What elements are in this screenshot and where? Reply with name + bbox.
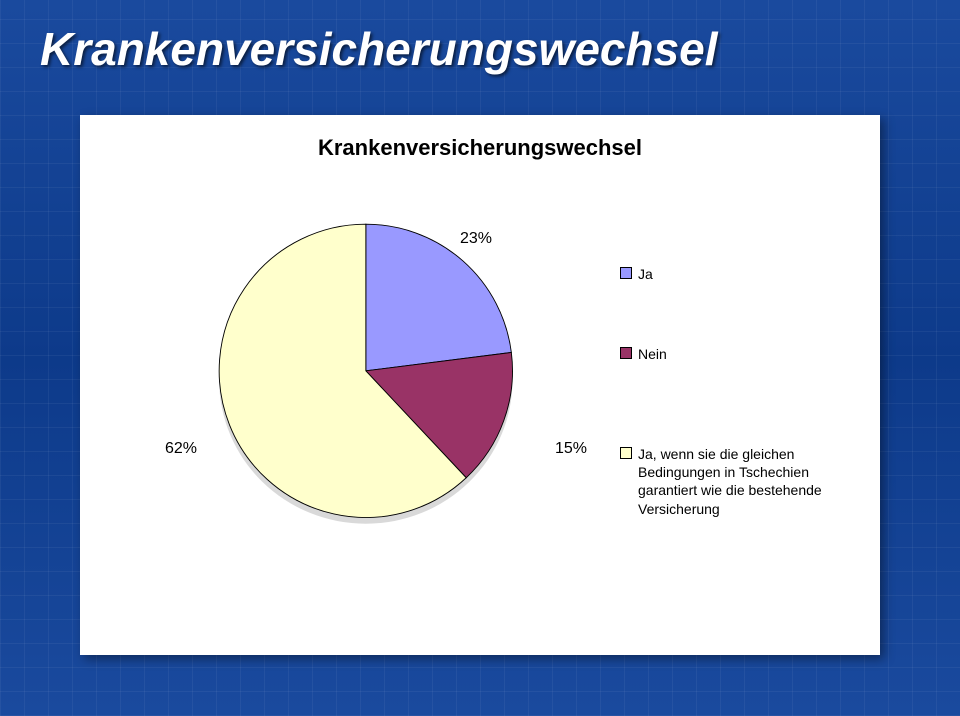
chart-title: Krankenversicherungswechsel	[80, 135, 880, 161]
legend-swatch-icon	[620, 447, 632, 459]
legend-item-nein: Nein	[620, 345, 667, 363]
chart-card: Krankenversicherungswechsel 23% 15% 62% …	[80, 115, 880, 655]
legend-label: Nein	[638, 345, 667, 363]
legend-item-cond: Ja, wenn sie die gleichen Bedingungen in…	[620, 445, 850, 518]
pie-chart	[210, 215, 540, 545]
pie-label-nein: 15%	[555, 440, 587, 458]
legend-item-ja: Ja	[620, 265, 653, 283]
slide-title: Krankenversicherungswechsel	[40, 22, 718, 76]
legend-swatch-icon	[620, 267, 632, 279]
pie-label-ja: 23%	[460, 230, 492, 248]
legend-label: Ja	[638, 265, 653, 283]
pie-label-cond: 62%	[165, 440, 197, 458]
legend-label: Ja, wenn sie die gleichen Bedingungen in…	[638, 445, 850, 518]
legend-swatch-icon	[620, 347, 632, 359]
